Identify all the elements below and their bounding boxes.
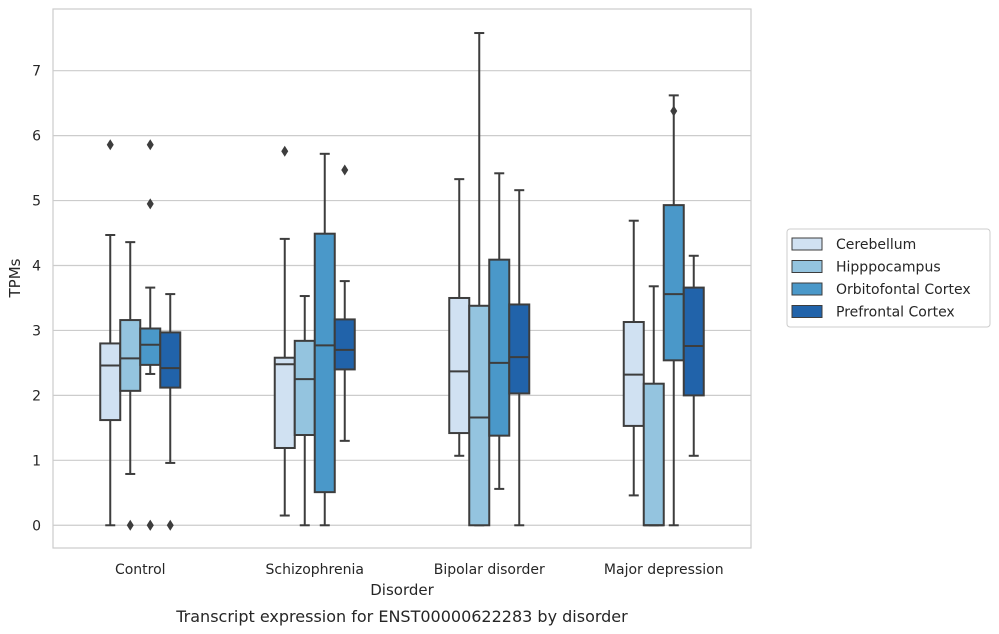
legend-swatch [791,282,823,296]
box-2-3 [508,189,531,527]
outlier-point [146,198,154,210]
box-iqr [99,342,122,422]
box-0-3 [159,293,182,531]
box-iqr [159,331,182,389]
box-iqr [293,339,316,437]
y-tick-label: 5 [32,194,41,210]
y-tick-label: 2 [32,388,41,404]
legend-label: Orbitofontal Cortex [836,282,971,298]
box-3-1 [642,285,665,527]
y-tick-label: 1 [32,453,41,469]
box-plot-area [99,32,705,531]
box-iqr [139,327,162,366]
x-tick-label: Schizophrenia [266,562,364,578]
box-1-2 [313,152,336,527]
box-1-3 [333,164,356,442]
y-tick-label: 7 [32,64,41,80]
legend: Cerebellum Hipppocampus Orbitofontal Corte… [786,228,991,328]
box-3-3 [682,254,705,457]
outlier-point [106,139,114,151]
box-0-1 [119,241,142,531]
box-1-0 [273,145,296,517]
box-3-0 [622,219,645,497]
box-iqr [273,356,296,449]
y-axis-label: TPMs [6,258,24,298]
outlier-point [341,164,349,176]
box-0-2 [139,139,162,531]
box-iqr [313,232,336,494]
x-tick-label: Bipolar disorder [434,562,545,578]
legend-swatch [791,305,823,318]
box-2-0 [448,178,471,457]
box-2-2 [488,172,511,490]
box-iqr [662,204,685,362]
outlier-point [281,145,289,157]
x-tick-label: Control [115,562,166,578]
legend-frame [786,228,991,328]
box-iqr [448,296,471,435]
box-iqr [682,286,705,397]
box-iqr [508,303,531,395]
plot-frame [52,8,752,549]
legend-swatch [791,237,823,251]
box-2-1 [468,32,491,527]
x-tick-label: Major depression [604,562,724,578]
outlier-point [146,139,154,151]
chart-title: Transcript expression for ENST0000062228… [175,607,628,626]
box-0-0 [99,139,122,527]
legend-label: Prefrontal Cortex [836,305,955,321]
box-iqr [488,258,511,437]
outlier-point [146,519,154,531]
outlier-point [126,519,134,531]
box-3-2 [662,94,685,527]
y-tick-label: 6 [32,129,41,145]
y-tick-label: 4 [32,259,41,275]
outlier-point [670,105,678,117]
box-iqr [642,382,665,527]
y-tick-label: 0 [32,518,41,534]
legend-swatch [791,260,823,273]
box-iqr [468,304,491,527]
legend-label: Cerebellum [836,237,916,253]
outlier-point [166,519,174,531]
x-axis-ticks: Control Schizophrenia Bipolar disorder Majo… [115,562,724,578]
legend-label: Hipppocampus [836,260,941,276]
y-axis-ticks: 0 1 2 3 4 5 6 7 [32,64,41,535]
x-axis-label: Disorder [370,581,434,599]
box-iqr [119,319,142,392]
y-tick-label: 3 [32,323,41,339]
box-iqr [333,318,356,371]
